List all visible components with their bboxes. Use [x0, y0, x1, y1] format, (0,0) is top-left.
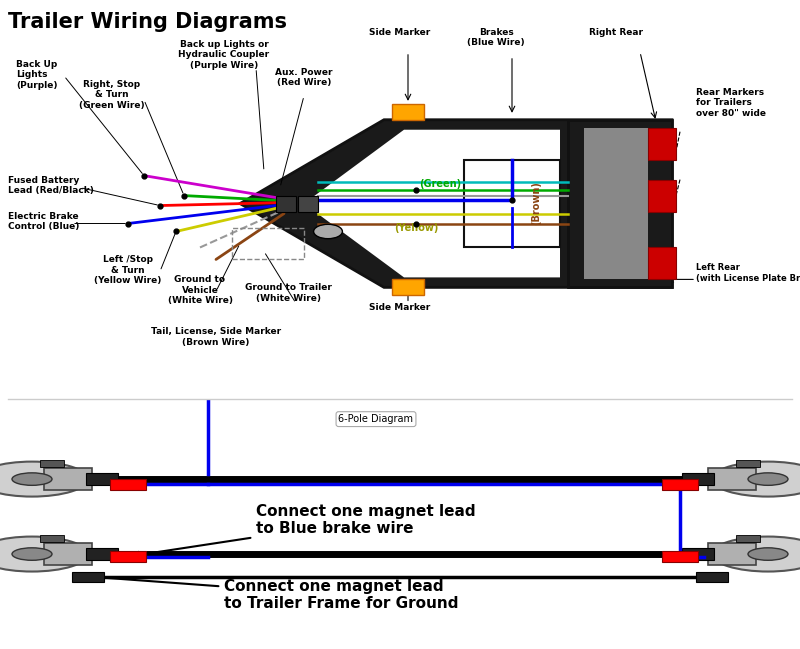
Text: Tail, License, Side Marker
(Brown Wire): Tail, License, Side Marker (Brown Wire)	[151, 327, 281, 347]
Polygon shape	[240, 119, 672, 288]
Bar	[392, 104, 424, 119]
Bar	[682, 473, 714, 485]
Bar	[44, 543, 92, 565]
Circle shape	[12, 548, 52, 560]
Bar	[232, 228, 304, 260]
Text: Rear Markers
for Trailers
over 80" wide: Rear Markers for Trailers over 80" wide	[696, 88, 766, 117]
Text: Connect one magnet lead
to Trailer Frame for Ground: Connect one magnet lead to Trailer Frame…	[93, 574, 458, 611]
Text: Side Marker: Side Marker	[370, 303, 430, 312]
Bar	[648, 247, 676, 279]
Bar	[464, 160, 560, 247]
Bar	[662, 551, 698, 562]
Bar	[44, 468, 92, 491]
Bar	[568, 119, 672, 288]
Bar	[648, 180, 676, 212]
Text: Left Rear
(with License Plate Bracket): Left Rear (with License Plate Bracket)	[696, 263, 800, 283]
Bar	[708, 468, 756, 491]
Bar	[298, 195, 318, 212]
Text: Brakes
(Blue Wire): Brakes (Blue Wire)	[467, 28, 525, 47]
Bar	[40, 535, 64, 541]
Text: Electric Brake
Control (Blue): Electric Brake Control (Blue)	[8, 212, 79, 231]
Bar	[682, 548, 714, 560]
Bar	[40, 460, 64, 467]
Circle shape	[0, 537, 88, 572]
Bar	[662, 478, 698, 489]
Text: Ground to
Vehicle
(White Wire): Ground to Vehicle (White Wire)	[167, 275, 233, 305]
Circle shape	[712, 537, 800, 572]
Bar	[86, 548, 118, 560]
Text: (Yellow): (Yellow)	[394, 223, 438, 232]
Text: Trailer Wiring Diagrams: Trailer Wiring Diagrams	[8, 12, 287, 32]
Text: Right, Stop
& Turn
(Green Wire): Right, Stop & Turn (Green Wire)	[79, 80, 145, 110]
Polygon shape	[304, 130, 560, 277]
Bar	[86, 473, 118, 485]
Bar	[72, 572, 104, 582]
Text: Ground to Trailer
(White Wire): Ground to Trailer (White Wire)	[245, 284, 331, 303]
Text: 6-Pole Diagram: 6-Pole Diagram	[338, 414, 414, 424]
Circle shape	[314, 225, 342, 239]
Text: (Green): (Green)	[419, 178, 461, 189]
Bar	[276, 195, 296, 212]
Circle shape	[12, 473, 52, 485]
Bar	[110, 478, 146, 489]
Text: Back Up
Lights
(Purple): Back Up Lights (Purple)	[16, 60, 58, 90]
Bar	[736, 535, 760, 541]
Text: Side Marker: Side Marker	[370, 28, 430, 37]
Circle shape	[0, 461, 88, 496]
Text: Connect one magnet lead
to Blue brake wire: Connect one magnet lead to Blue brake wi…	[133, 504, 476, 558]
Text: (Brown): (Brown)	[531, 182, 541, 225]
Text: Aux. Power
(Red Wire): Aux. Power (Red Wire)	[275, 68, 333, 87]
Bar	[648, 128, 676, 160]
Text: Left /Stop
& Turn
(Yellow Wire): Left /Stop & Turn (Yellow Wire)	[94, 256, 162, 286]
Bar	[736, 460, 760, 467]
Circle shape	[712, 461, 800, 496]
Circle shape	[748, 473, 788, 485]
Bar	[392, 279, 424, 295]
Text: Back up Lights or
Hydraulic Coupler
(Purple Wire): Back up Lights or Hydraulic Coupler (Pur…	[178, 40, 270, 69]
Bar	[708, 543, 756, 565]
Text: Right Rear: Right Rear	[589, 28, 643, 37]
Circle shape	[748, 548, 788, 560]
Text: Fused Battery
Lead (Red/Black): Fused Battery Lead (Red/Black)	[8, 176, 94, 195]
Bar	[110, 551, 146, 562]
Bar	[696, 572, 728, 582]
Bar	[584, 128, 648, 279]
